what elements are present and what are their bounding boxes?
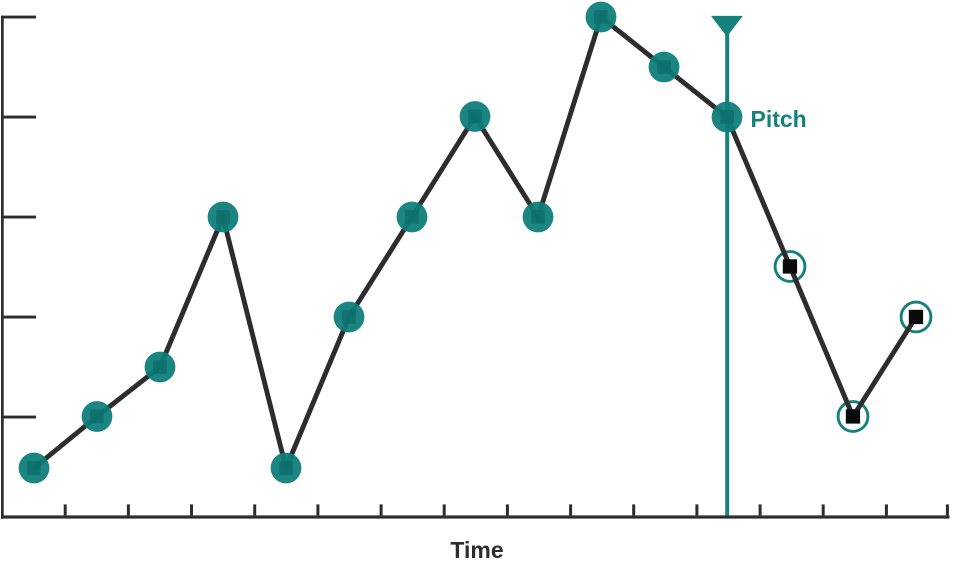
svg-text:Pitch: Pitch [751,106,807,132]
svg-text:Time: Time [450,537,503,563]
